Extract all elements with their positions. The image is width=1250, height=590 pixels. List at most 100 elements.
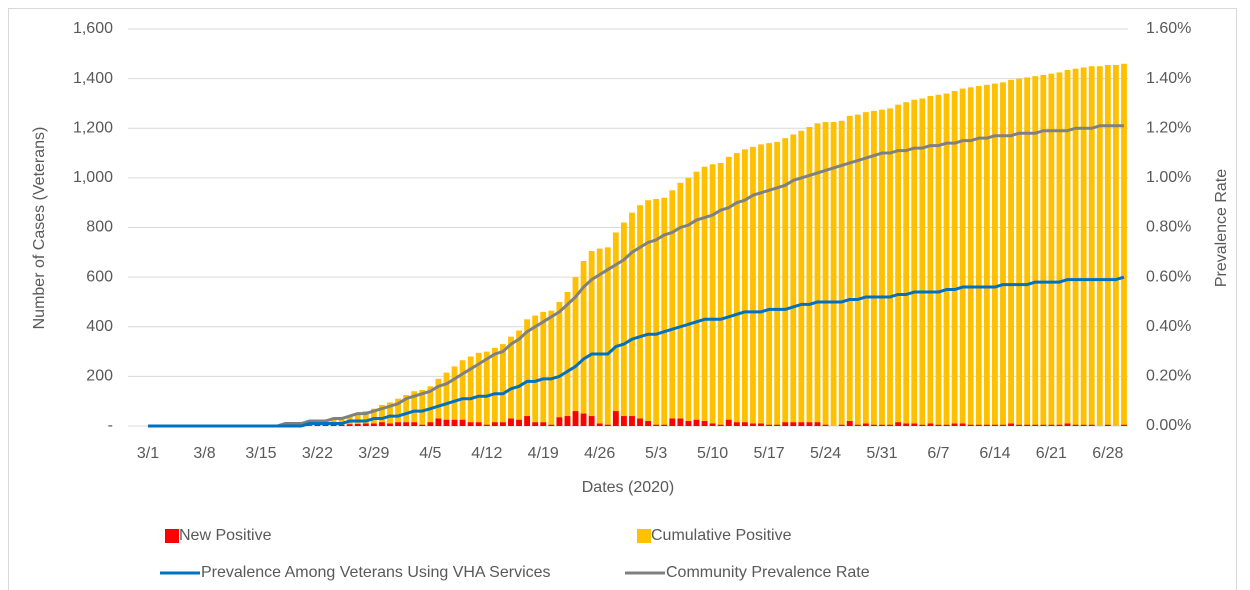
- bar: [556, 417, 563, 426]
- bar: [709, 423, 716, 426]
- bar: [395, 398, 401, 426]
- bar: [862, 423, 869, 426]
- bar: [596, 248, 603, 426]
- bar: [766, 143, 772, 426]
- bar: [532, 422, 539, 426]
- bar: [491, 347, 498, 426]
- y-tick-label: 1,200: [73, 119, 113, 136]
- bar: [774, 141, 781, 426]
- bar: [1016, 78, 1023, 426]
- bar: [709, 164, 716, 426]
- y2-tick-label: 1.20%: [1146, 119, 1191, 136]
- bar: [750, 423, 756, 426]
- bar: [1008, 423, 1014, 426]
- bar: [1121, 424, 1127, 426]
- bar: [306, 425, 313, 426]
- bar: [927, 423, 934, 426]
- bar: [717, 162, 724, 427]
- bar: [532, 315, 539, 426]
- bar: [403, 422, 410, 426]
- bar: [967, 87, 974, 426]
- bar: [685, 177, 692, 426]
- legend-label: New Positive: [179, 527, 272, 544]
- bar: [1040, 74, 1047, 426]
- bar: [1112, 64, 1119, 427]
- bar: [1016, 424, 1023, 426]
- bar: [645, 200, 652, 426]
- bar: [1000, 424, 1006, 426]
- bar: [370, 423, 377, 426]
- bar: [1048, 73, 1055, 426]
- bar: [677, 182, 684, 426]
- bar: [1080, 67, 1087, 426]
- line: [148, 124, 1124, 428]
- bar: [887, 424, 893, 426]
- y-tick-label: 1,000: [73, 169, 113, 186]
- bar: [451, 366, 458, 426]
- bar: [1048, 424, 1055, 426]
- y-tick-label: -: [108, 417, 113, 434]
- bar: [572, 277, 579, 426]
- bar: [741, 422, 748, 426]
- bar: [903, 423, 910, 426]
- bar: [895, 104, 902, 426]
- bar: [1056, 72, 1063, 426]
- y2-tick-label: 0.60%: [1146, 268, 1191, 285]
- bar: [911, 423, 918, 426]
- bar: [854, 114, 861, 427]
- bar: [403, 394, 410, 426]
- x-tick-label: 4/26: [584, 445, 615, 462]
- y-tick-label: 400: [86, 318, 113, 335]
- y-axis-title: Number of Cases (Veterans): [31, 127, 48, 330]
- bar: [1064, 69, 1071, 427]
- x-tick-label: 6/28: [1092, 445, 1123, 462]
- bar: [620, 222, 627, 426]
- bar: [1000, 82, 1006, 427]
- y-tick-label: 1,600: [73, 20, 113, 37]
- y-tick-label: 600: [86, 268, 113, 285]
- bar: [645, 421, 652, 426]
- bar: [483, 351, 490, 426]
- x-tick-label: 3/1: [137, 445, 159, 462]
- bar: [935, 424, 942, 426]
- bar: [1072, 68, 1079, 426]
- bar: [500, 422, 506, 426]
- bar: [604, 424, 611, 426]
- bar: [395, 422, 401, 426]
- x-tick-label: 6/7: [927, 445, 949, 462]
- bar: [338, 424, 345, 426]
- bar: [798, 422, 805, 426]
- x-tick-label: 5/10: [697, 445, 728, 462]
- bar: [790, 134, 797, 426]
- bar: [983, 424, 990, 426]
- bar: [871, 110, 877, 426]
- bar: [427, 386, 434, 426]
- bar: [943, 93, 950, 426]
- bar: [814, 123, 821, 426]
- y-tick-label: 1,400: [73, 70, 113, 87]
- y2-tick-label: 0.20%: [1146, 368, 1191, 385]
- bar: [959, 423, 966, 426]
- bar: [548, 310, 555, 426]
- bar: [612, 411, 619, 426]
- x-tick-label: 6/14: [979, 445, 1010, 462]
- bar: [814, 422, 821, 426]
- bar: [758, 423, 764, 426]
- bar: [379, 422, 385, 426]
- x-tick-label: 3/22: [302, 445, 333, 462]
- bar: [1088, 66, 1095, 426]
- bar: [887, 108, 893, 427]
- bar: [330, 424, 337, 426]
- bar: [733, 422, 740, 426]
- bar: [580, 260, 587, 426]
- bar: [467, 422, 474, 426]
- bar: [838, 120, 845, 427]
- x-tick-label: 3/29: [358, 445, 389, 462]
- x-tick-label: 5/31: [866, 445, 897, 462]
- bar: [314, 424, 321, 426]
- bar: [1104, 424, 1111, 426]
- bar: [846, 421, 853, 426]
- bar: [612, 232, 619, 426]
- y2-axis-title: Prevalence Rate: [1213, 169, 1230, 287]
- bar: [782, 138, 789, 427]
